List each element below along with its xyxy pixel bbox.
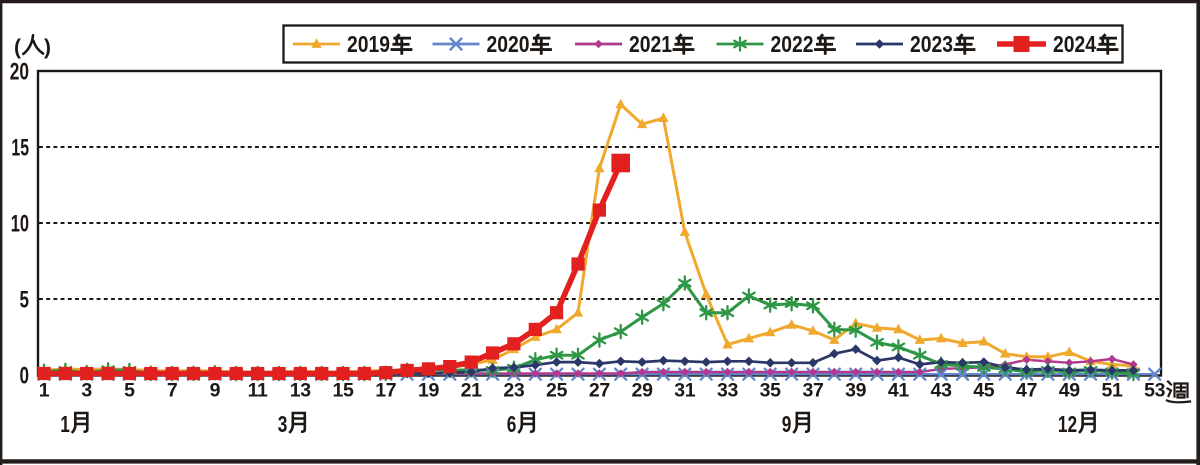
svg-text:6: 6 [507, 411, 517, 437]
svg-text:1: 1 [39, 380, 50, 402]
svg-text:2022: 2022 [771, 31, 814, 57]
svg-text:9: 9 [210, 380, 221, 402]
svg-text:2023: 2023 [910, 31, 953, 57]
svg-text:39: 39 [845, 380, 867, 402]
svg-text:5: 5 [20, 287, 30, 314]
svg-text:2024: 2024 [1053, 31, 1096, 57]
svg-text:(: ( [14, 36, 21, 59]
svg-text:20: 20 [10, 59, 29, 86]
svg-text:3: 3 [81, 380, 92, 402]
svg-text:9: 9 [782, 411, 792, 437]
svg-text:3: 3 [278, 411, 288, 437]
svg-text:51: 51 [1101, 380, 1123, 402]
svg-text:23: 23 [503, 380, 525, 402]
svg-text:12: 12 [1058, 411, 1077, 437]
svg-text:2019: 2019 [347, 31, 390, 57]
svg-text:35: 35 [760, 380, 782, 402]
svg-text:27: 27 [589, 380, 610, 402]
svg-text:): ) [44, 36, 51, 59]
svg-text:21: 21 [461, 380, 483, 402]
svg-text:15: 15 [11, 135, 29, 162]
svg-text:33: 33 [717, 380, 739, 402]
svg-text:1: 1 [60, 411, 70, 437]
svg-text:2021: 2021 [629, 31, 672, 57]
svg-text:17: 17 [375, 380, 396, 402]
svg-text:2020: 2020 [487, 31, 530, 57]
svg-text:49: 49 [1059, 380, 1081, 402]
svg-text:47: 47 [1016, 380, 1037, 402]
svg-text:31: 31 [674, 380, 696, 402]
svg-text:19: 19 [418, 380, 440, 402]
svg-text:0: 0 [20, 363, 30, 390]
svg-text:11: 11 [248, 380, 268, 402]
svg-text:37: 37 [802, 380, 823, 402]
svg-text:7: 7 [167, 380, 178, 402]
svg-text:10: 10 [11, 211, 29, 238]
svg-text:13: 13 [290, 380, 312, 402]
svg-text:5: 5 [124, 380, 135, 402]
svg-text:45: 45 [973, 380, 995, 402]
svg-text:29: 29 [632, 380, 654, 402]
svg-text:25: 25 [546, 380, 568, 402]
svg-text:43: 43 [931, 380, 953, 402]
svg-text:15: 15 [332, 380, 354, 402]
svg-text:53: 53 [1144, 380, 1166, 402]
svg-text:41: 41 [888, 380, 910, 402]
